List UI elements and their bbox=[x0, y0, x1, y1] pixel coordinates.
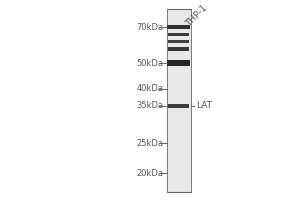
Bar bbox=[168, 33, 189, 36]
Text: THP-1: THP-1 bbox=[184, 3, 209, 28]
Text: 70kDa: 70kDa bbox=[136, 22, 164, 31]
Text: 50kDa: 50kDa bbox=[136, 58, 164, 68]
Bar bbox=[167, 60, 190, 66]
Bar bbox=[167, 25, 190, 29]
Bar bbox=[168, 47, 189, 51]
Bar bbox=[168, 104, 189, 108]
Text: 35kDa: 35kDa bbox=[136, 102, 164, 110]
Text: 20kDa: 20kDa bbox=[136, 168, 164, 178]
Text: LAT: LAT bbox=[196, 102, 212, 110]
Bar bbox=[168, 40, 189, 43]
Text: 40kDa: 40kDa bbox=[136, 84, 164, 93]
Bar bbox=[167, 9, 191, 192]
Text: 25kDa: 25kDa bbox=[136, 138, 164, 148]
